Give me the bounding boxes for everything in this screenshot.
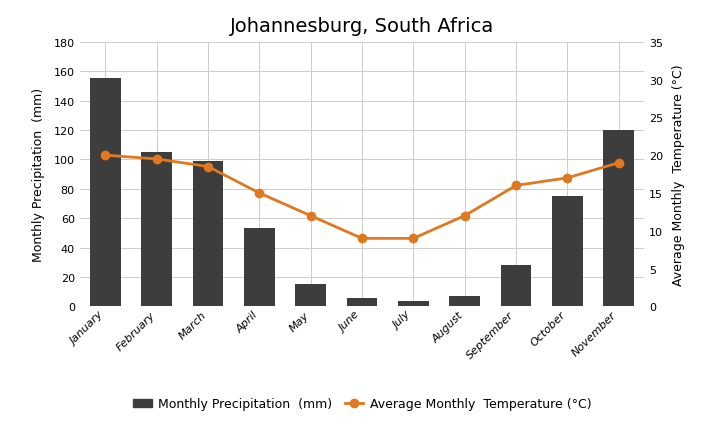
- Bar: [193, 161, 224, 307]
- Bar: [295, 285, 326, 307]
- Legend: Monthly Precipitation  (mm), Average Monthly  Temperature (°C): Monthly Precipitation (mm), Average Mont…: [128, 392, 596, 415]
- Title: Johannesburg, South Africa: Johannesburg, South Africa: [230, 17, 494, 35]
- Bar: [552, 197, 583, 307]
- Bar: [90, 79, 121, 307]
- Bar: [603, 131, 634, 307]
- Bar: [500, 266, 531, 307]
- Y-axis label: Monthly Precipitation  (mm): Monthly Precipitation (mm): [33, 88, 46, 262]
- Y-axis label: Average Monthly  Temperature (°C): Average Monthly Temperature (°C): [672, 64, 685, 285]
- Bar: [398, 301, 429, 307]
- Bar: [141, 153, 172, 307]
- Bar: [347, 298, 377, 307]
- Bar: [244, 229, 274, 307]
- Bar: [450, 296, 480, 307]
